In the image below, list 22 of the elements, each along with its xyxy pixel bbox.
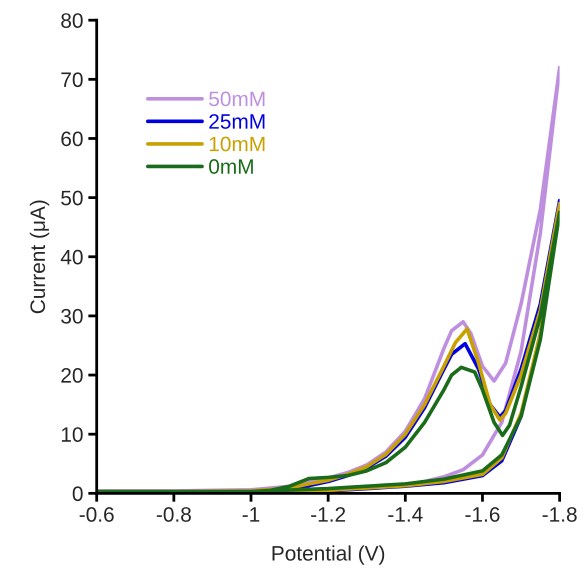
x-tick-label: -0.6 [80, 507, 114, 522]
legend-label: 25mM [209, 114, 264, 129]
x-tick-label: -1.8 [542, 507, 577, 522]
y-tick-label: 60 [61, 131, 83, 146]
y-tick-label: 30 [61, 308, 83, 324]
legend-label: 0mM [209, 159, 253, 174]
legend-label: 10mM [210, 136, 264, 152]
y-tick-label: 10 [62, 427, 83, 442]
y-tick-label: 70 [61, 72, 83, 88]
y-tick-label: 50 [61, 190, 83, 206]
x-tick-label: -1.4 [388, 507, 423, 522]
x-tick-label: -1.2 [311, 507, 346, 522]
x-tick-label: -0.8 [156, 507, 191, 522]
x-tick-label: -1.6 [465, 507, 500, 522]
x-axis-title: Potential (V) [272, 545, 384, 565]
y-axis-title: Current (μA) [30, 200, 50, 314]
y-tick-label: 20 [61, 368, 83, 383]
legend-label: 50mM [209, 92, 264, 106]
y-tick-label: 0 [72, 486, 83, 502]
x-tick-label: -1 [242, 507, 260, 522]
y-tick-label: 40 [60, 250, 83, 265]
y-tick-label: 80 [61, 13, 83, 28]
